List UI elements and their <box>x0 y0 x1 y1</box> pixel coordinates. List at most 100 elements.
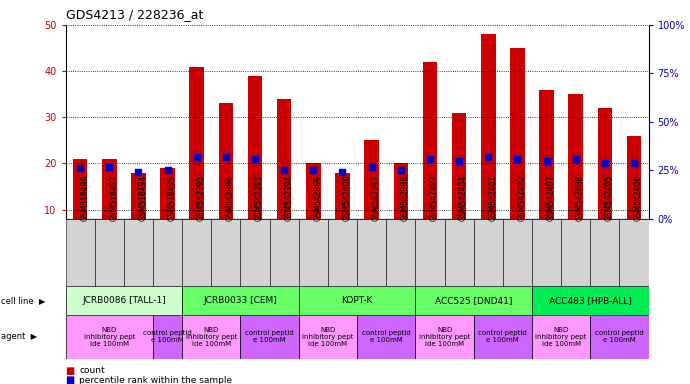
Text: control peptid
e 100mM: control peptid e 100mM <box>478 331 527 343</box>
Bar <box>532 219 561 286</box>
Bar <box>102 159 117 256</box>
Bar <box>306 164 321 256</box>
Text: NBD
inhibitory pept
ide 100mM: NBD inhibitory pept ide 100mM <box>186 327 237 347</box>
Bar <box>153 315 182 359</box>
Text: GSM542402: GSM542402 <box>518 175 526 221</box>
Text: cell line  ▶: cell line ▶ <box>1 296 45 305</box>
Bar <box>248 76 262 256</box>
Bar <box>540 89 554 256</box>
Bar <box>240 315 299 359</box>
Bar <box>299 315 357 359</box>
Bar <box>481 34 495 256</box>
Text: GSM542405: GSM542405 <box>605 174 614 221</box>
Bar <box>357 219 386 286</box>
Bar <box>444 219 473 286</box>
Bar <box>473 315 532 359</box>
Point <box>220 154 231 160</box>
Bar <box>270 219 299 286</box>
Text: GSM542398: GSM542398 <box>401 175 410 221</box>
Bar <box>423 62 437 256</box>
Bar <box>219 103 233 256</box>
Bar <box>299 286 415 315</box>
Text: GSM542394: GSM542394 <box>284 174 293 221</box>
Bar <box>415 286 532 315</box>
Bar <box>393 164 408 256</box>
Bar <box>532 315 590 359</box>
Text: control peptid
e 100mM: control peptid e 100mM <box>595 331 644 343</box>
Text: GSM542397: GSM542397 <box>372 174 381 221</box>
Text: ■: ■ <box>66 375 75 384</box>
Point <box>75 166 86 172</box>
Bar <box>415 219 444 286</box>
Point <box>424 156 435 162</box>
Bar <box>590 315 649 359</box>
Text: ACC483 [HPB-ALL]: ACC483 [HPB-ALL] <box>549 296 632 305</box>
Text: control peptid
e 100mM: control peptid e 100mM <box>245 331 294 343</box>
Bar <box>473 219 503 286</box>
Bar <box>277 99 291 256</box>
Point <box>104 164 115 170</box>
Text: GSM542403: GSM542403 <box>430 174 439 221</box>
Point <box>279 167 290 174</box>
Text: NBD
inhibitory pept
ide 100mM: NBD inhibitory pept ide 100mM <box>83 327 135 347</box>
Point <box>453 157 464 164</box>
Point <box>162 167 173 174</box>
Point <box>250 156 261 162</box>
Text: JCRB0033 [CEM]: JCRB0033 [CEM] <box>204 296 277 305</box>
Text: ACC525 [DND41]: ACC525 [DND41] <box>435 296 513 305</box>
Text: KOPT-K: KOPT-K <box>342 296 373 305</box>
Bar <box>182 286 299 315</box>
Text: ■: ■ <box>66 366 75 376</box>
Text: GSM518497: GSM518497 <box>109 175 118 221</box>
Bar <box>357 315 415 359</box>
Bar <box>532 286 649 315</box>
Text: control peptid
e 100mM: control peptid e 100mM <box>144 331 192 343</box>
Point <box>366 164 377 170</box>
Bar <box>124 219 153 286</box>
Text: GSM542396: GSM542396 <box>226 174 235 221</box>
Bar <box>66 286 182 315</box>
Point <box>308 167 319 174</box>
Text: NBD
inhibitory pept
ide 100mM: NBD inhibitory pept ide 100mM <box>302 327 353 347</box>
Bar <box>386 219 415 286</box>
Bar <box>182 315 241 359</box>
Bar <box>620 219 649 286</box>
Text: GSM542393: GSM542393 <box>255 174 264 221</box>
Bar <box>299 219 328 286</box>
Bar <box>73 159 88 256</box>
Text: GSM518495: GSM518495 <box>168 175 177 221</box>
Text: GSM542406: GSM542406 <box>634 174 643 221</box>
Bar <box>364 141 379 256</box>
Bar <box>452 113 466 256</box>
Text: NBD
inhibitory pept
ide 100mM: NBD inhibitory pept ide 100mM <box>419 327 470 347</box>
Point <box>191 154 202 160</box>
Point <box>512 156 523 162</box>
Bar <box>335 173 350 256</box>
Text: NBD
inhibitory pept
ide 100mM: NBD inhibitory pept ide 100mM <box>535 327 586 347</box>
Point <box>133 169 144 175</box>
Text: GSM542395: GSM542395 <box>197 174 206 221</box>
Text: count: count <box>79 366 105 375</box>
Point <box>541 157 552 164</box>
Bar <box>510 48 524 256</box>
Text: GSM518496: GSM518496 <box>80 175 89 221</box>
Point <box>395 167 406 174</box>
Text: GSM542399: GSM542399 <box>313 174 322 221</box>
Point <box>337 169 348 175</box>
Point <box>600 160 611 166</box>
Bar <box>182 219 211 286</box>
Bar <box>415 315 473 359</box>
Bar <box>211 219 241 286</box>
Bar <box>241 219 270 286</box>
Point <box>570 156 581 162</box>
Text: agent  ▶: agent ▶ <box>1 333 37 341</box>
Bar <box>561 219 591 286</box>
Text: control peptid
e 100mM: control peptid e 100mM <box>362 331 411 343</box>
Text: percentile rank within the sample: percentile rank within the sample <box>79 376 233 384</box>
Text: GSM542408: GSM542408 <box>575 175 584 221</box>
Bar <box>328 219 357 286</box>
Point <box>629 160 640 166</box>
Bar <box>153 219 182 286</box>
Bar <box>590 219 620 286</box>
Bar <box>627 136 641 256</box>
